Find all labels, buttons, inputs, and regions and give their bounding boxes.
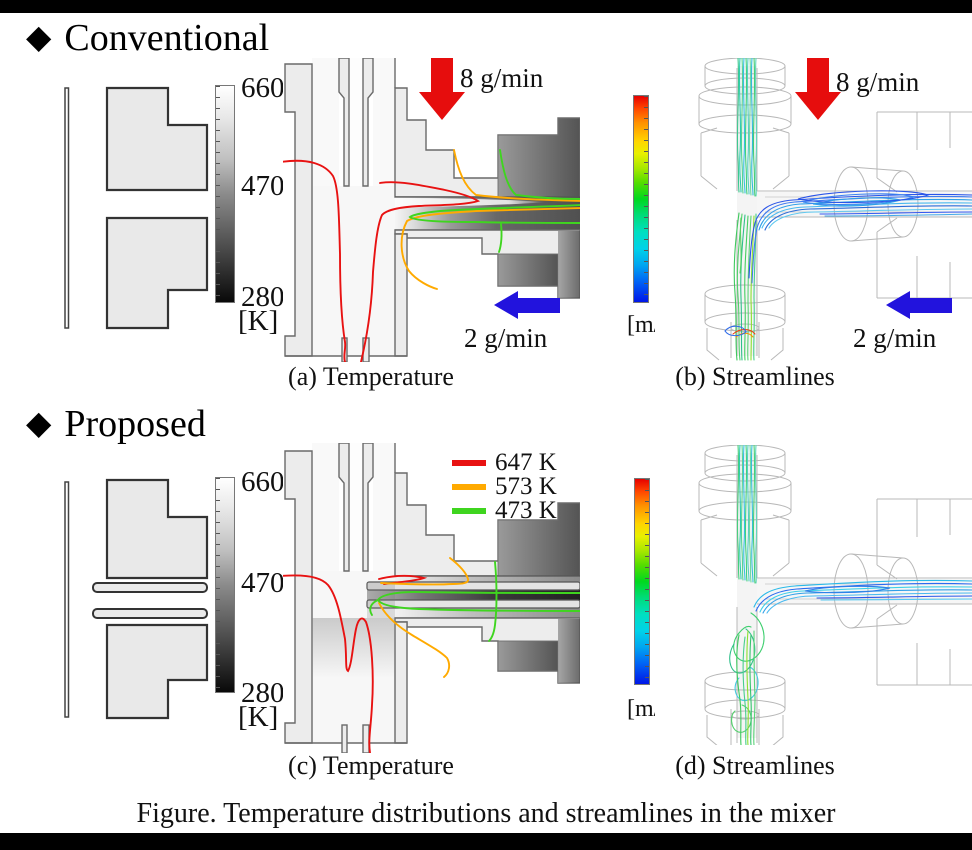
legend-item: 647 K bbox=[452, 449, 557, 476]
lower-block bbox=[105, 623, 209, 720]
mixer-walls bbox=[284, 58, 580, 362]
figure-caption: Figure. Temperature distributions and st… bbox=[136, 798, 836, 829]
section-header-proposed: ◆ Proposed bbox=[26, 402, 206, 446]
upper-block bbox=[105, 478, 209, 580]
legend-label: 573 K bbox=[495, 473, 557, 500]
contour-line-icon bbox=[452, 484, 486, 490]
contour-line-icon bbox=[452, 508, 486, 514]
temperature-contours bbox=[283, 149, 580, 362]
legend-item: 573 K bbox=[452, 473, 557, 500]
panel-label-d: (d) Streamlines bbox=[675, 751, 835, 780]
bottom-border-bar bbox=[0, 833, 972, 850]
hot-inlet-flowrate-label: 8 g/min bbox=[836, 67, 920, 97]
streamline-plot-d bbox=[655, 445, 972, 745]
mixer-walls bbox=[284, 443, 580, 753]
colorbar-tick-label: 660 bbox=[241, 72, 285, 104]
inlet-wall-line bbox=[64, 87, 70, 329]
section-title: Proposed bbox=[64, 403, 206, 445]
panel-label-b: (b) Streamlines bbox=[675, 362, 835, 391]
upper-block bbox=[105, 86, 209, 192]
hot-inlet-flowrate-label: 8 g/min bbox=[460, 63, 544, 93]
temperature-contour-plot-a bbox=[283, 58, 580, 362]
inlet-wall-line bbox=[64, 481, 70, 718]
mixing-fin bbox=[92, 608, 208, 619]
temperature-contours bbox=[283, 557, 580, 753]
diamond-bullet-icon: ◆ bbox=[26, 405, 52, 442]
contour-legend: 647 K 573 K 473 K bbox=[452, 449, 557, 524]
panel-label-c: (c) Temperature bbox=[288, 751, 454, 780]
temperature-colorbar bbox=[215, 477, 235, 693]
colorbar-ticks bbox=[644, 96, 648, 302]
colorbar-ticks bbox=[645, 479, 649, 684]
section-title: Conventional bbox=[64, 17, 270, 59]
velocity-colorbar bbox=[633, 95, 649, 303]
colorbar-tick-label: 280 bbox=[241, 677, 285, 709]
streamlines bbox=[724, 58, 972, 361]
temperature-contour-plot-c bbox=[283, 443, 580, 753]
temperature-colorbar bbox=[215, 85, 235, 303]
top-border-bar bbox=[0, 0, 972, 13]
colorbar-tick-label: 470 bbox=[241, 567, 285, 599]
hot-inlet-arrow-icon bbox=[419, 58, 465, 120]
colorbar-tick-label: 280 bbox=[241, 281, 285, 313]
streamlines bbox=[729, 445, 972, 745]
colorbar-tick-label: 470 bbox=[241, 170, 285, 202]
colorbar-tick-label: 660 bbox=[241, 466, 285, 498]
legend-item: 473 K bbox=[452, 497, 557, 524]
geometry-schematic-conventional bbox=[64, 86, 209, 330]
cold-inlet-arrow-icon bbox=[886, 291, 952, 319]
legend-label: 473 K bbox=[495, 497, 557, 524]
mixing-fin bbox=[92, 582, 208, 593]
lower-block bbox=[105, 216, 209, 330]
colorbar-ticks bbox=[216, 478, 220, 692]
panel-label-a: (a) Temperature bbox=[288, 362, 454, 391]
cold-inlet-flowrate-label: 2 g/min bbox=[853, 323, 937, 353]
colorbar-unit-label: [K] bbox=[238, 701, 279, 733]
diamond-bullet-icon: ◆ bbox=[26, 19, 52, 56]
cold-inlet-arrow-icon bbox=[494, 291, 560, 319]
legend-label: 647 K bbox=[495, 449, 557, 476]
colorbar-ticks bbox=[216, 86, 220, 302]
hot-inlet-arrow-icon bbox=[795, 58, 841, 120]
flow-field bbox=[312, 58, 395, 356]
colorbar-unit-label: [K] bbox=[238, 305, 279, 337]
geometry-schematic-proposed bbox=[64, 478, 209, 720]
contour-line-icon bbox=[452, 460, 486, 466]
cold-inlet-flowrate-label: 2 g/min bbox=[464, 323, 548, 353]
velocity-colorbar bbox=[634, 478, 650, 685]
section-header-conventional: ◆ Conventional bbox=[26, 16, 269, 60]
